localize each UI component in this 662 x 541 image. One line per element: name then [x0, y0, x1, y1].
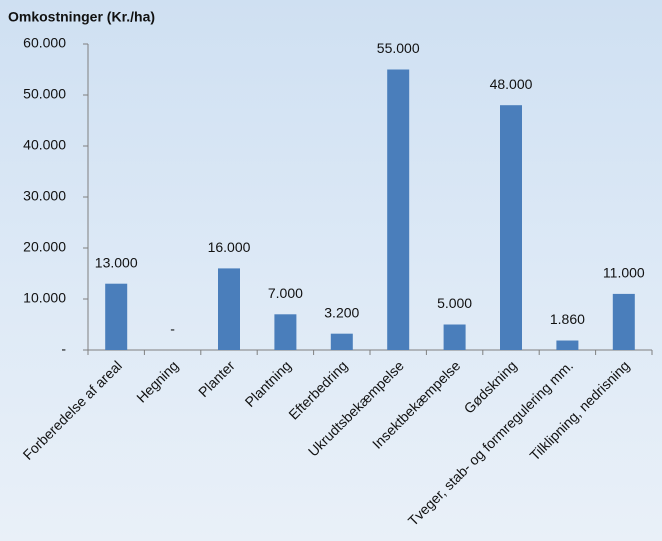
bar	[556, 340, 579, 350]
bar	[274, 314, 297, 350]
data-label: 48.000	[490, 76, 533, 92]
y-tick-label: 60.000	[23, 35, 66, 51]
bar	[330, 333, 353, 350]
bar	[218, 268, 240, 350]
data-label: 5.000	[437, 295, 472, 311]
y-tick-label: 10.000	[23, 290, 66, 306]
bar	[443, 324, 466, 350]
y-tick-label: 40.000	[23, 137, 66, 153]
y-tick-label: 30.000	[23, 188, 66, 204]
bar	[612, 293, 635, 350]
data-label: 13.000	[95, 254, 138, 270]
y-tick-label: 20.000	[23, 239, 66, 255]
data-label: 3.200	[324, 304, 359, 320]
data-label: 7.000	[268, 285, 303, 301]
bar	[105, 283, 128, 350]
bar	[500, 105, 522, 350]
data-label: 11.000	[603, 265, 645, 281]
chart-title: Omkostninger (Kr./ha)	[8, 9, 155, 25]
data-label: 16.000	[208, 239, 251, 255]
bar	[387, 69, 410, 350]
data-label: 1.860	[550, 311, 585, 327]
data-label: 55.000	[377, 40, 420, 56]
data-label: -	[170, 321, 175, 337]
y-tick-label: -	[61, 341, 66, 357]
y-tick-label: 50.000	[23, 86, 66, 102]
